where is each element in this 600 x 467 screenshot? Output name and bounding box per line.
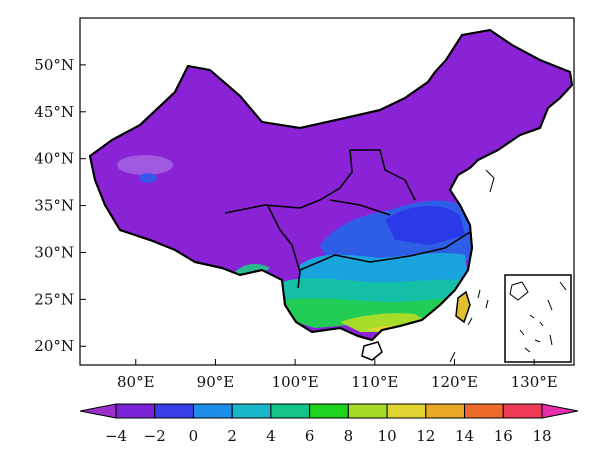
lon-tick-label: 90°E	[197, 373, 235, 391]
south-china-sea-inset	[504, 274, 572, 363]
colorbar-bin	[192, 403, 233, 419]
longitude-axis: 80°E 90°E 100°E 110°E 120°E 130°E	[117, 359, 558, 391]
colorbar-bin	[115, 403, 156, 419]
lat-tick-label: 45°N	[34, 103, 74, 121]
colorbar-bin	[347, 403, 388, 419]
colorbar-max-arrow	[541, 403, 579, 419]
lat-tick-label: 25°N	[34, 290, 74, 308]
colorbar-label: 0	[189, 427, 199, 445]
lon-tick-label: 120°E	[431, 373, 478, 391]
colorbar-label: 10	[378, 427, 397, 445]
korea-coast	[485, 169, 495, 193]
colorbar-bin	[270, 403, 311, 419]
lat-tick-label: 40°N	[34, 150, 74, 168]
colorbar-label: 8	[344, 427, 354, 445]
lon-tick-label: 80°E	[117, 373, 155, 391]
colorbar-label: 16	[494, 427, 513, 445]
hainan	[361, 341, 383, 361]
colorbar-label: 6	[305, 427, 315, 445]
latitude-axis: 50°N 45°N 40°N 35°N 30°N 25°N 20°N	[34, 56, 86, 355]
colorbar-bin	[464, 403, 504, 419]
colorbar-bin	[231, 403, 272, 419]
colorbar-label: 2	[227, 427, 237, 445]
colorbar-bin	[386, 403, 427, 419]
sea-marks	[449, 289, 489, 363]
lon-tick-label: 110°E	[351, 373, 398, 391]
colorbar-label: 12	[416, 427, 435, 445]
colorbar-label: 4	[266, 427, 276, 445]
colorbar-label: 14	[455, 427, 474, 445]
china-outline-shape	[88, 28, 574, 342]
region-boundaries	[224, 149, 471, 289]
lon-tick-label: 130°E	[511, 373, 558, 391]
lat-tick-label: 30°N	[34, 243, 74, 261]
lat-tick-label: 35°N	[34, 197, 74, 215]
colorbar: −4 −2 0 2 4 6 8 10 12 14 16 18	[79, 403, 579, 445]
colorbar-bin	[309, 403, 349, 419]
colorbar-label: −2	[144, 427, 166, 445]
colorbar-label: −4	[105, 427, 127, 445]
colorbar-bin	[425, 403, 466, 419]
lat-tick-label: 50°N	[34, 56, 74, 74]
colorbar-label: 18	[532, 427, 551, 445]
colorbar-bin	[502, 403, 543, 419]
colorbar-bin	[154, 403, 194, 419]
colorbar-min-arrow	[79, 403, 117, 419]
lat-tick-label: 20°N	[34, 337, 74, 355]
taiwan	[455, 290, 471, 324]
lon-tick-label: 100°E	[272, 373, 319, 391]
